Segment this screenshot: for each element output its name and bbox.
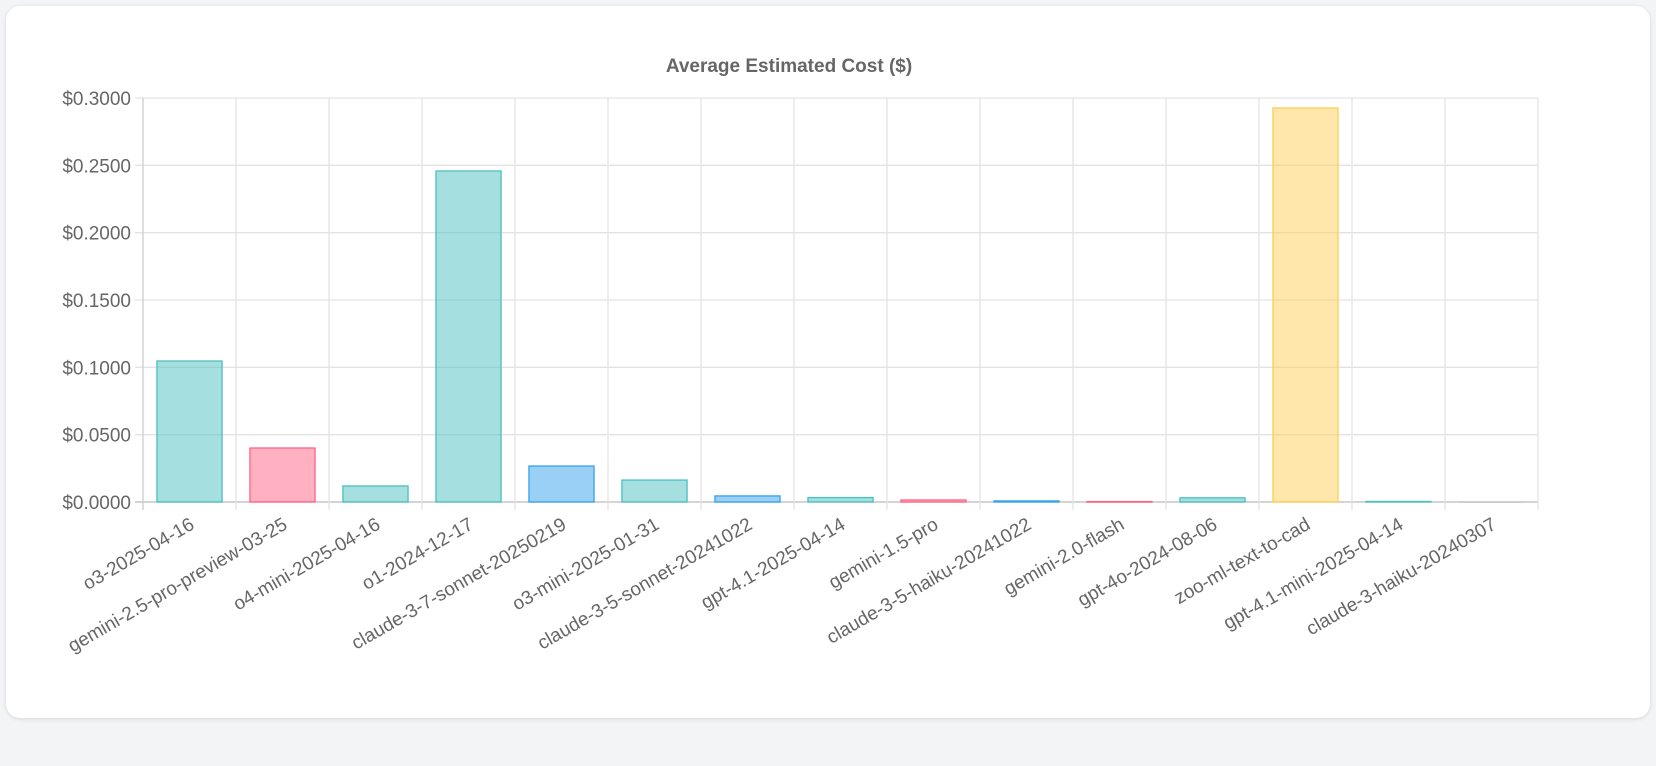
bar-gemini-2.5-pro-preview-03-25 <box>249 447 316 503</box>
bar-zoo-ml-text-to-cad <box>1272 107 1339 503</box>
y-tick-label: $0.1000 <box>62 358 131 379</box>
bar-o1-2024-12-17 <box>435 170 502 503</box>
bar-gpt-4.1-2025-04-14 <box>807 496 874 503</box>
bar-claude-3-5-sonnet-20241022 <box>714 495 781 503</box>
bar-o3-mini-2025-01-31 <box>621 479 688 503</box>
y-tick-label: $0.2000 <box>62 224 131 245</box>
bar-gpt-4o-2024-08-06 <box>1179 497 1246 503</box>
y-tick-label: $0.3000 <box>62 89 131 110</box>
y-tick-label: $0.2500 <box>62 156 131 177</box>
y-tick-label: $0.1500 <box>62 291 131 312</box>
bar-gemini-1.5-pro <box>900 499 967 503</box>
bar-claude-3-7-sonnet-20250219 <box>528 465 595 503</box>
y-tick-label: $0.0500 <box>62 426 131 447</box>
chart-card: Average Estimated Cost ($) $0.0000 $0.050… <box>6 6 1650 718</box>
y-tick-label: $0.0000 <box>62 493 131 514</box>
bar-claude-3-haiku-20240307 <box>1458 501 1525 504</box>
bar-claude-3-5-haiku-20241022 <box>993 500 1060 503</box>
chart-title: Average Estimated Cost ($) <box>666 56 912 77</box>
bar-gemini-2.0-flash <box>1086 500 1153 503</box>
bar-o4-mini-2025-04-16 <box>342 485 409 503</box>
bar-chart: Average Estimated Cost ($) $0.0000 $0.050… <box>62 56 1539 657</box>
bar-o3-2025-04-16 <box>156 360 223 503</box>
bar-gpt-4.1-mini-2025-04-14 <box>1365 500 1432 503</box>
